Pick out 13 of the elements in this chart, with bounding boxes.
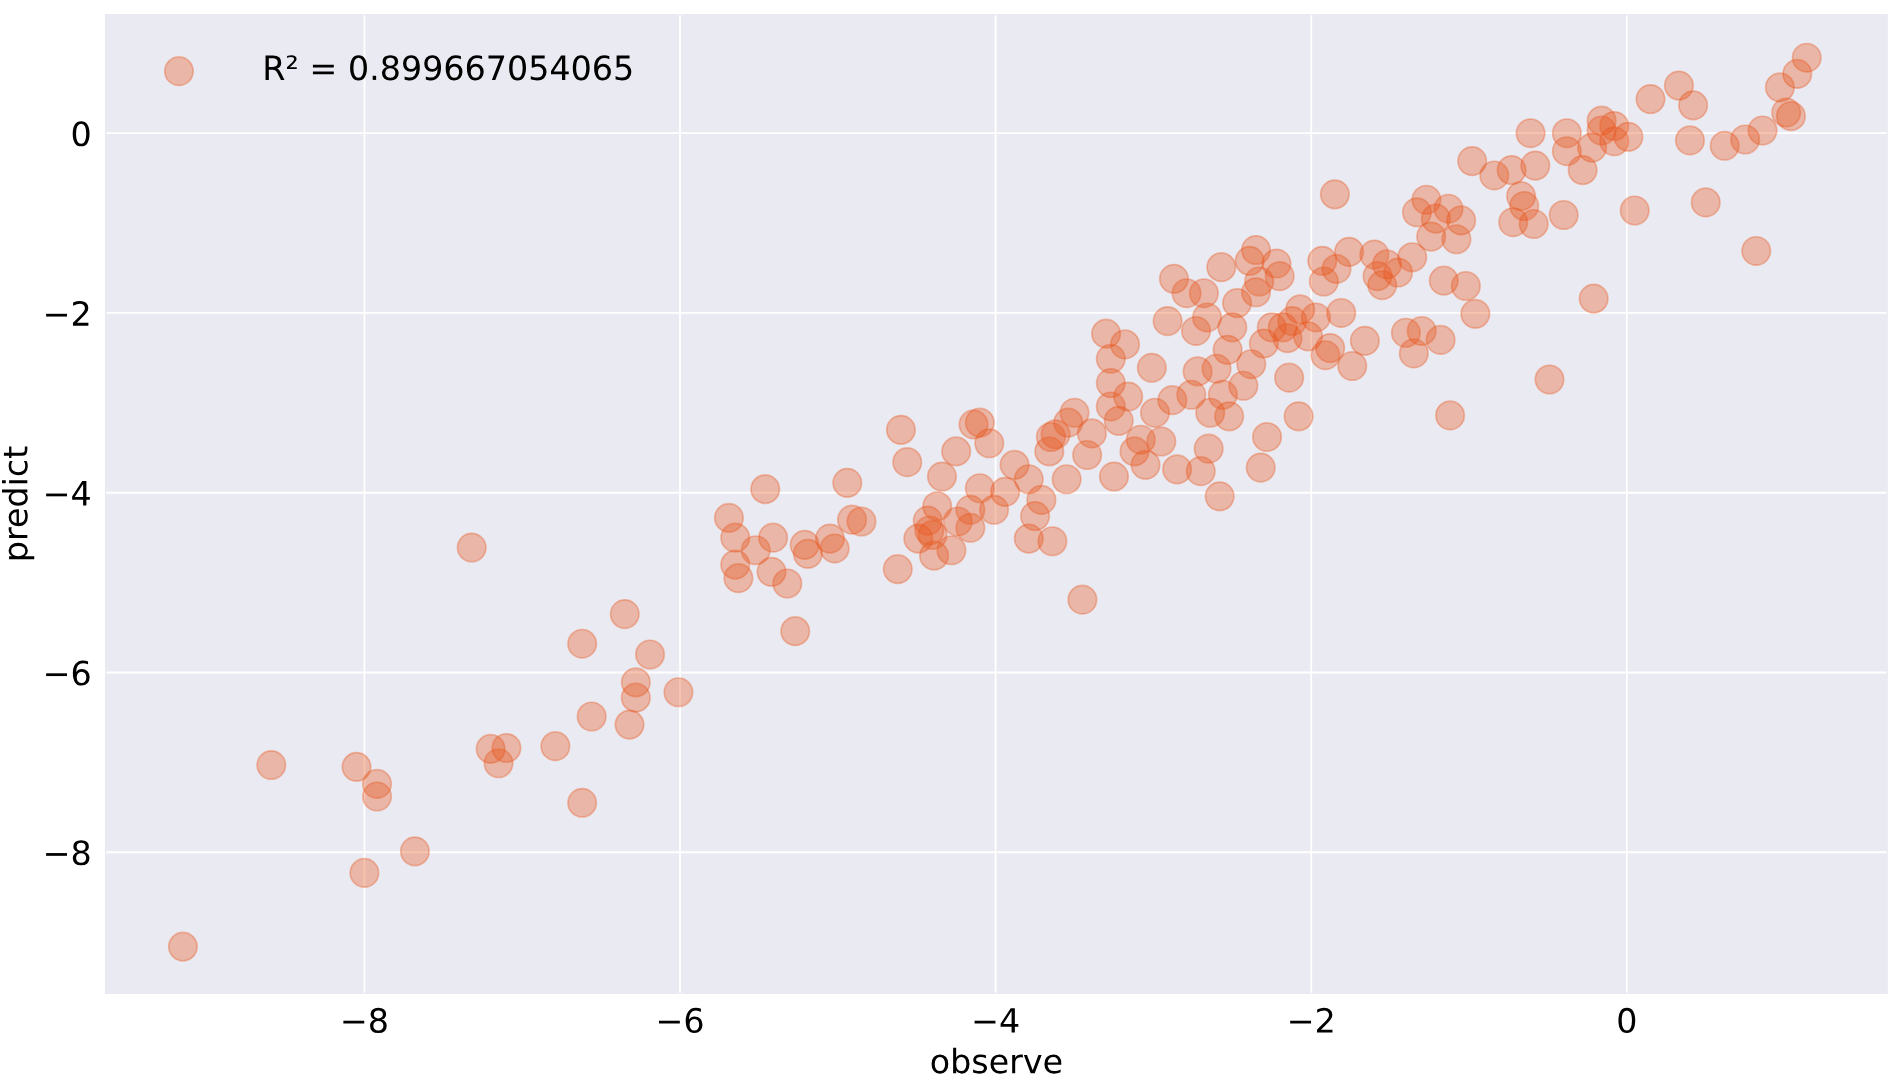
x-axis-title: observe [931,1047,1062,1074]
y-tick-label: −8 [46,840,90,866]
x-tick-label: −4 [974,1008,1019,1033]
legend-label: R² = 0.899667054065 [265,55,632,81]
y-tick-label: 0 [72,121,90,147]
x-tick-label: −2 [1290,1007,1333,1033]
y-axis-title: predict [1,446,35,560]
y-tick-label: −4 [46,481,90,506]
y-tick-label: −2 [46,300,89,326]
x-tick-label: −8 [343,1007,387,1034]
x-tick-label: 0 [1618,1007,1636,1034]
y-tick-label: −6 [46,660,90,686]
x-tick-label: −6 [658,1007,703,1034]
